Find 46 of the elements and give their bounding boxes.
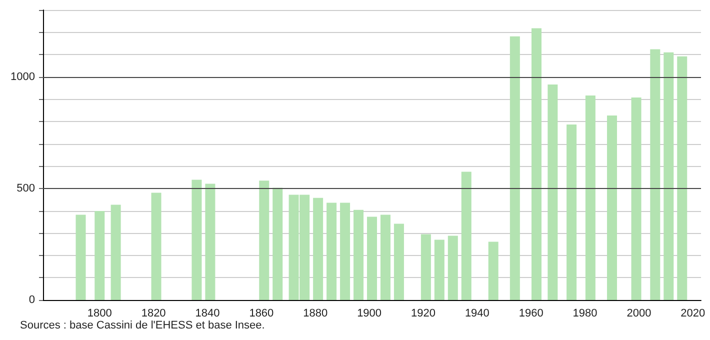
bar [434,240,444,300]
bar [94,210,105,300]
bar [585,95,596,300]
bar [272,188,283,300]
bar [354,210,364,300]
bar [192,180,202,300]
bar [631,97,642,300]
x-tick-label: 1840 [195,308,220,320]
bar [650,49,660,300]
bar [420,234,431,300]
bar [76,214,86,300]
bar [664,52,674,300]
bar [313,198,324,300]
bar [532,28,542,300]
bar [380,214,390,300]
bar [448,236,458,300]
x-tick-label: 1920 [410,308,436,320]
bar [151,192,162,300]
bar [566,124,577,300]
x-tick-label: 2000 [626,308,652,320]
bar [110,204,121,300]
x-tick-label: 2020 [680,308,706,320]
y-tick-label: 500 [16,182,35,194]
bar [259,180,270,300]
x-tick-label: 1940 [464,308,490,320]
x-tick-label: 1880 [303,308,328,320]
x-tick-label: 1960 [518,308,544,320]
x-tick-label: 1980 [572,308,598,320]
bar [607,116,618,300]
bar [205,184,216,300]
y-tick-label: 1000 [10,70,35,83]
bar [340,202,350,300]
bar [510,36,520,300]
bar [461,172,472,300]
bar [326,202,337,300]
bar [677,56,688,300]
bar [367,216,377,300]
source-note: Sources : base Cassini de l'EHESS et base Insee. [20,320,265,332]
y-tick-label: 0 [28,294,35,306]
bar [548,84,558,300]
x-tick-label: 1800 [87,308,112,320]
x-tick-label: 1860 [249,308,274,320]
bar [394,224,404,300]
x-tick-label: 1820 [141,308,166,320]
bar [488,242,498,300]
x-tick-label: 1900 [357,308,382,320]
